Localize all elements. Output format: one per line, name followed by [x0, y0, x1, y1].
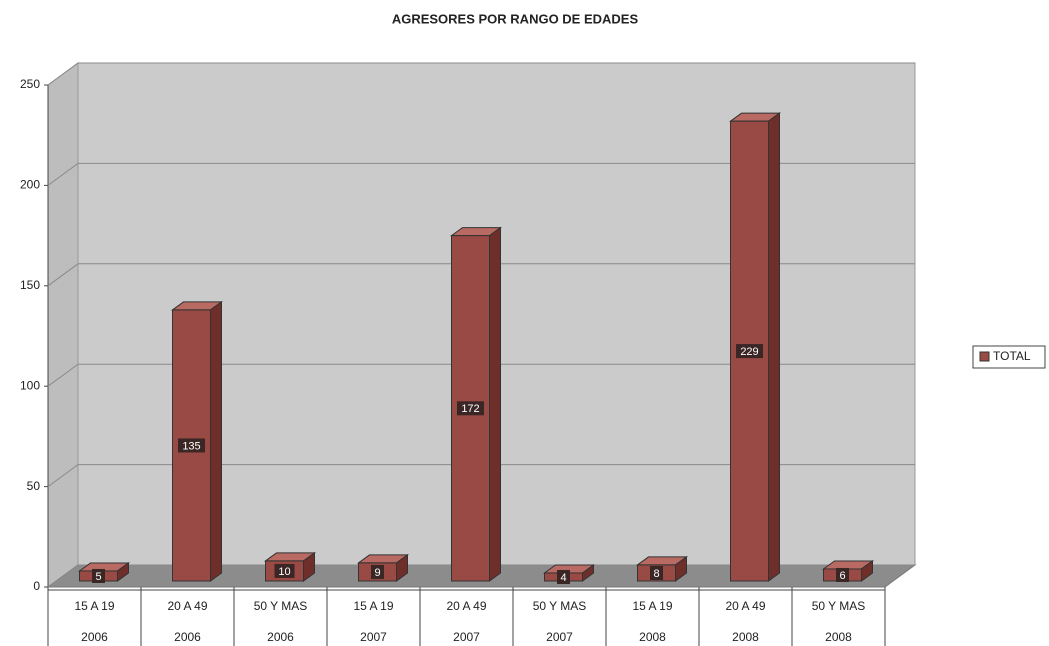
data-label: 8: [653, 568, 659, 580]
x-tick-label: 50 Y MAS: [254, 599, 308, 613]
x-tick-label: 50 Y MAS: [533, 599, 587, 613]
grid-line: [47, 564, 915, 588]
data-label: 10: [278, 566, 290, 578]
data-label-box: [92, 568, 105, 583]
legend-label: TOTAL: [993, 349, 1031, 363]
data-label-box: [371, 564, 384, 579]
x-group-label: 2008: [639, 630, 666, 644]
grid-line: [47, 464, 915, 488]
y-tick-label: 100: [20, 378, 40, 392]
legend-swatch: [979, 351, 990, 362]
data-label: 6: [839, 570, 845, 582]
x-group-label: 2007: [453, 630, 480, 644]
grid-line: [47, 162, 915, 186]
x-group-label: 2007: [360, 630, 387, 644]
side-wall: [47, 62, 79, 588]
x-tick-label: 20 A 49: [446, 599, 486, 613]
x-tick-label: 20 A 49: [725, 599, 765, 613]
x-tick-label: 20 A 49: [167, 599, 207, 613]
data-label-box: [557, 569, 570, 584]
legend-box: [972, 345, 1046, 369]
data-label-box: [457, 401, 484, 416]
data-label-box: [650, 565, 663, 580]
data-label: 4: [560, 572, 566, 584]
bar-side: [768, 112, 780, 582]
data-label: 9: [374, 567, 380, 579]
bar-side: [489, 226, 501, 582]
data-label-box: [836, 567, 849, 582]
x-tick-label: 50 Y MAS: [812, 599, 866, 613]
data-label: 5: [95, 571, 101, 583]
x-tick-label: 15 A 19: [74, 599, 114, 613]
y-tick-label: 0: [33, 579, 40, 593]
grid-line: [47, 263, 915, 287]
data-label: 229: [740, 346, 758, 358]
data-label: 172: [461, 403, 479, 415]
data-label-box: [274, 563, 295, 578]
x-group-label: 2007: [546, 630, 573, 644]
x-group-label: 2008: [825, 630, 852, 644]
x-tick-label: 15 A 19: [353, 599, 393, 613]
y-tick-label: 200: [20, 178, 40, 192]
y-tick-label: 250: [20, 77, 40, 91]
x-group-label: 2006: [174, 630, 201, 644]
bar-side: [210, 300, 222, 582]
y-tick-label: 150: [20, 278, 40, 292]
bar: [821, 559, 875, 582]
grid-line: [47, 62, 915, 86]
x-group-label: 2006: [81, 630, 108, 644]
data-label: 135: [182, 440, 200, 452]
y-tick-label: 50: [27, 479, 41, 493]
x-group-label: 2008: [732, 630, 759, 644]
data-label-box: [736, 344, 763, 359]
grid-line: [47, 363, 915, 387]
x-tick-label: 15 A 19: [632, 599, 672, 613]
x-group-label: 2006: [267, 630, 294, 644]
data-label-box: [178, 438, 205, 453]
chart-title: AGRESORES POR RANGO DE EDADES: [392, 11, 639, 26]
